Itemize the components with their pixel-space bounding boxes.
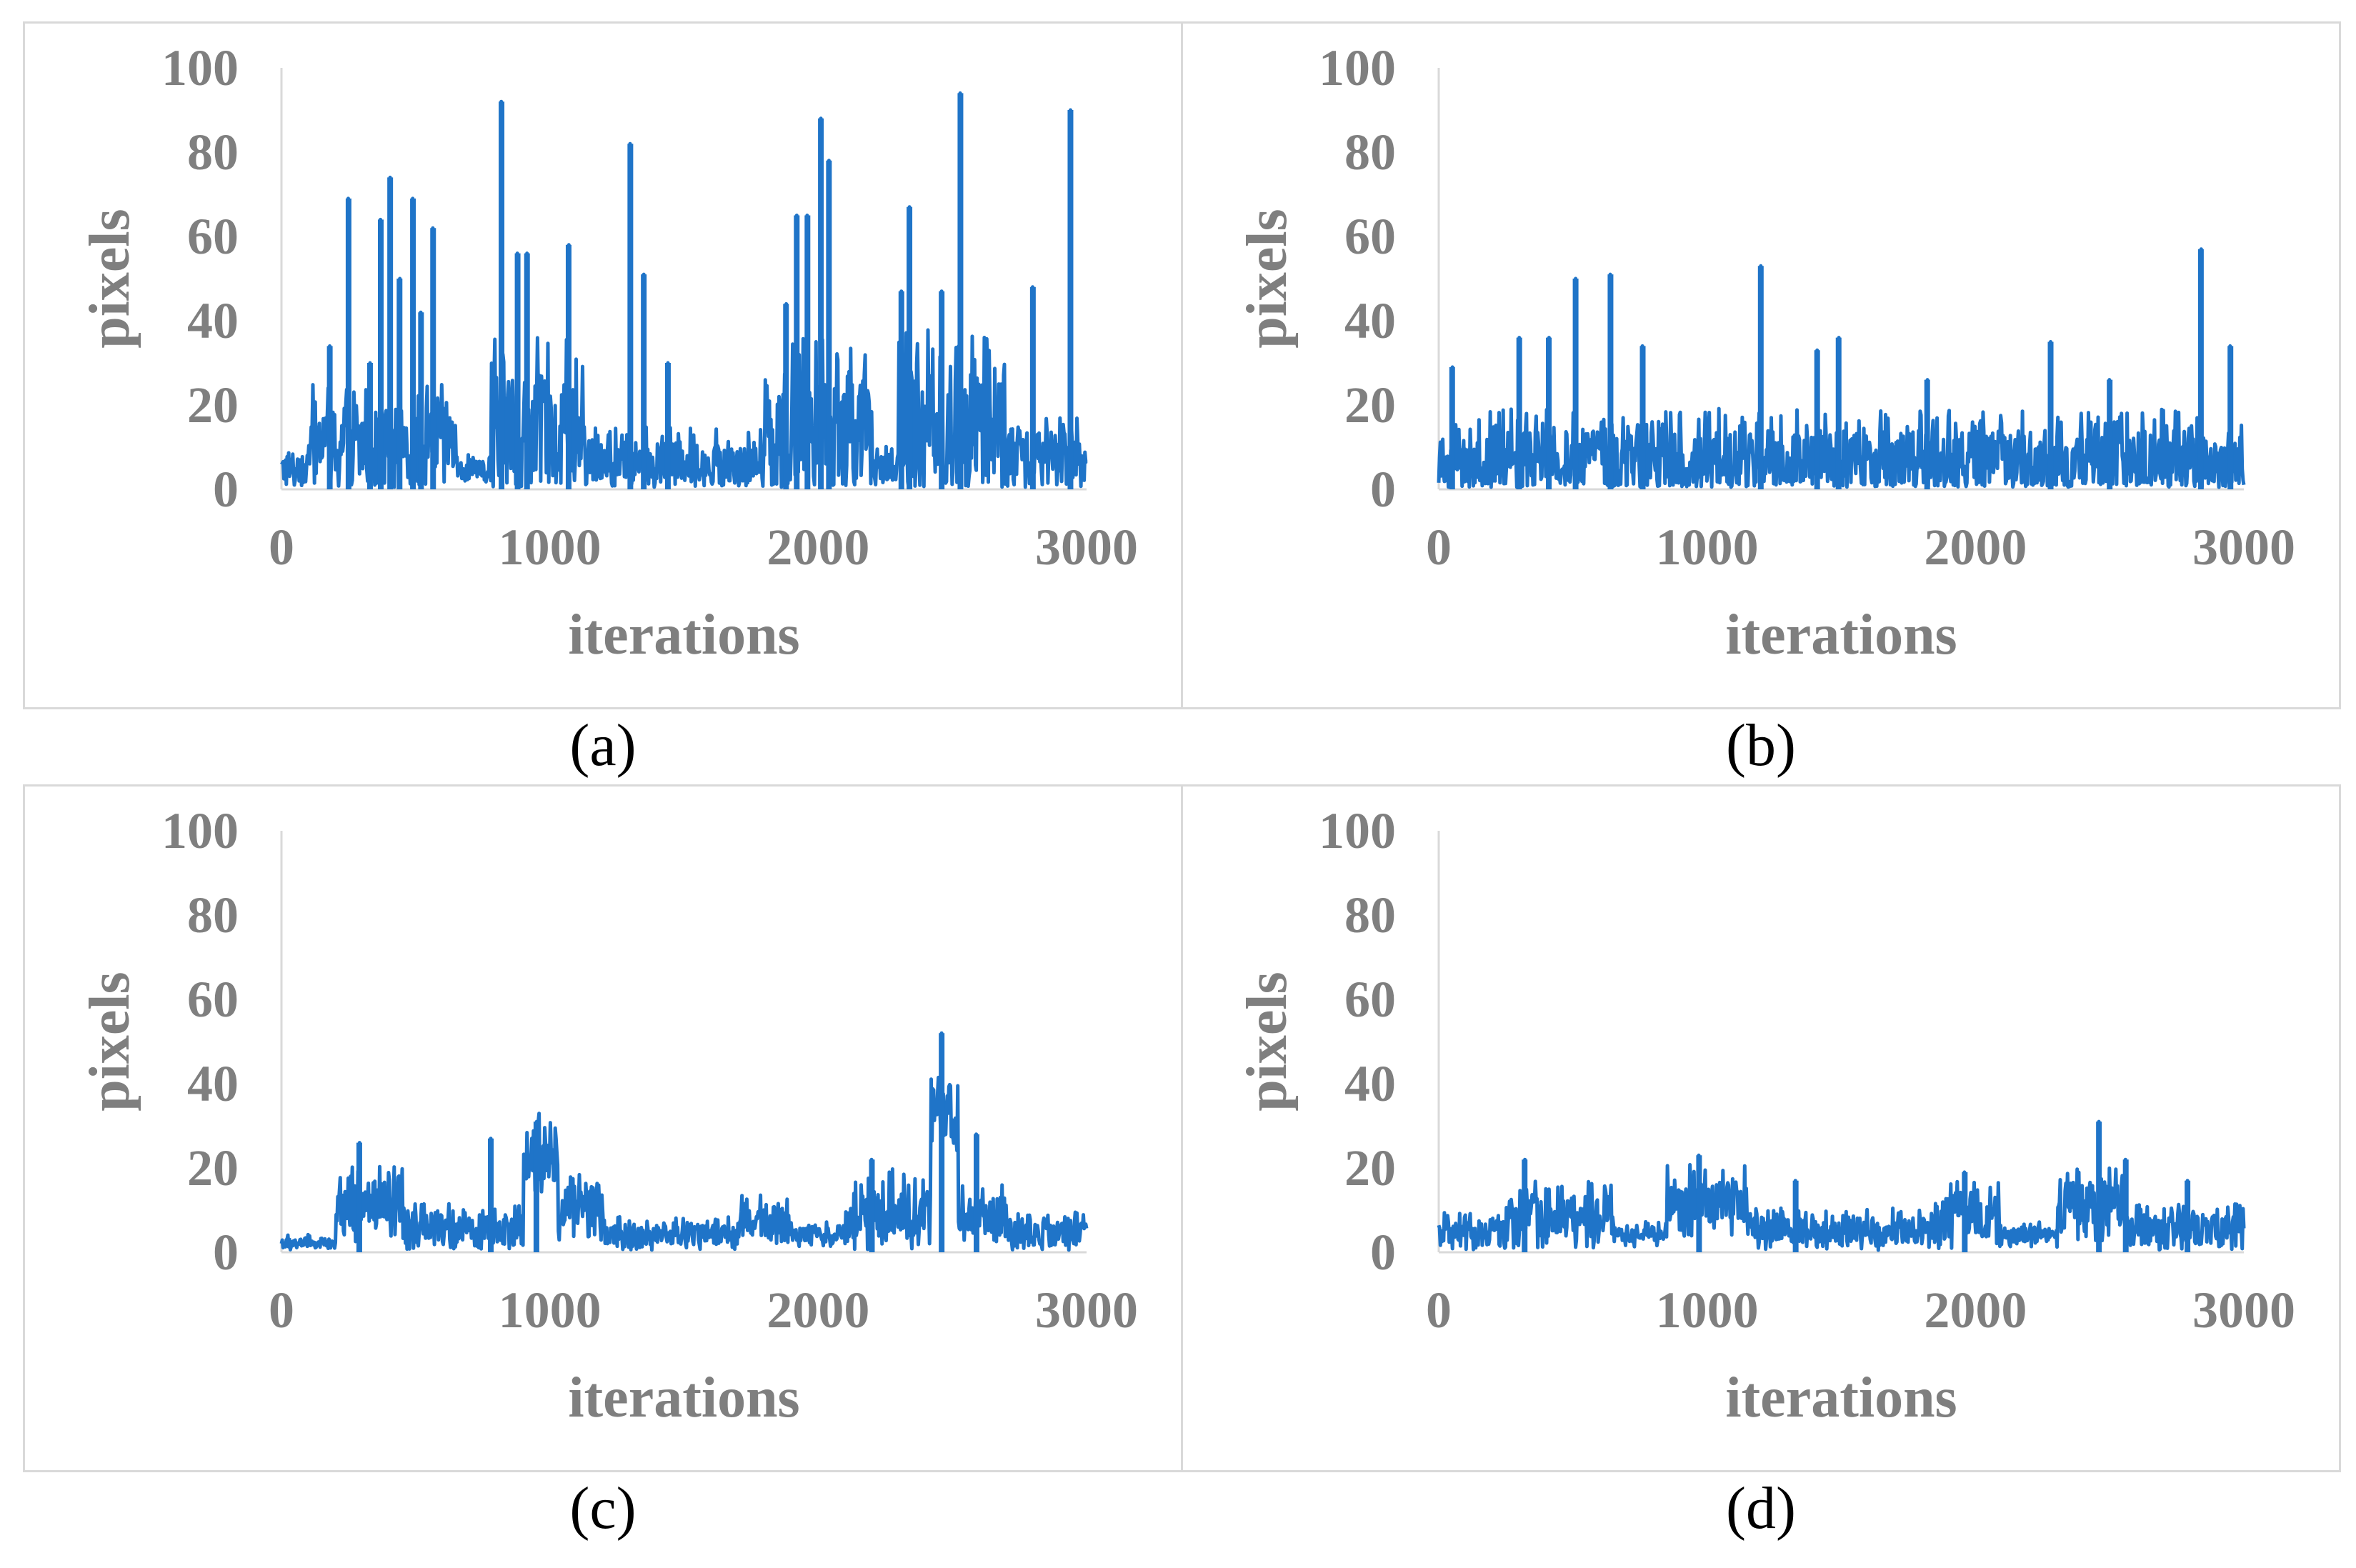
- x-tick-label: 2000: [767, 519, 869, 576]
- y-tick-label: 40: [187, 292, 239, 349]
- caption-a: (a): [569, 712, 637, 779]
- x-tick-label: 2000: [1924, 1282, 2027, 1339]
- y-tick-label: 20: [1344, 1139, 1396, 1197]
- y-tick-label: 60: [1344, 208, 1396, 265]
- y-tick-label: 80: [187, 124, 239, 181]
- series-line: [1437, 1119, 2246, 1252]
- y-axis-title: pixels: [79, 209, 141, 349]
- y-tick-label: 0: [213, 1224, 239, 1281]
- y-axis-title: pixels: [1236, 209, 1299, 349]
- x-tick-label: 0: [1426, 1282, 1452, 1339]
- x-axis-title: iterations: [1725, 604, 1957, 666]
- caption-d: (d): [1726, 1475, 1796, 1542]
- y-tick-label: 80: [187, 887, 239, 944]
- x-tick-label: 3000: [2192, 1282, 2295, 1339]
- y-tick-label: 80: [1344, 124, 1396, 181]
- x-tick-label: 1000: [499, 1282, 602, 1339]
- y-tick-label: 0: [1370, 1224, 1396, 1281]
- x-axis-title: iterations: [1725, 1367, 1957, 1429]
- x-tick-label: 3000: [1035, 1282, 1138, 1339]
- caption-b: (b): [1726, 712, 1796, 779]
- x-tick-label: 3000: [1035, 519, 1138, 576]
- panel-c-frame: [23, 784, 1183, 1472]
- caption-c: (c): [569, 1475, 637, 1542]
- y-tick-label: 100: [161, 39, 239, 96]
- x-tick-label: 2000: [1924, 519, 2027, 576]
- panel-d-frame: [1181, 784, 2341, 1472]
- y-tick-label: 20: [187, 376, 239, 434]
- series-line: [279, 1031, 1089, 1252]
- y-tick-label: 20: [187, 1139, 239, 1197]
- x-tick-label: 2000: [767, 1282, 869, 1339]
- x-axis-title: iterations: [568, 1367, 799, 1429]
- y-axis-title: pixels: [79, 972, 141, 1112]
- x-tick-label: 0: [1426, 519, 1452, 576]
- y-tick-label: 80: [1344, 887, 1396, 944]
- y-tick-label: 40: [187, 1055, 239, 1112]
- y-tick-label: 60: [187, 971, 239, 1028]
- y-tick-label: 0: [1370, 461, 1396, 518]
- y-tick-label: 100: [1319, 39, 1396, 96]
- x-tick-label: 1000: [1656, 1282, 1759, 1339]
- y-tick-label: 20: [1344, 376, 1396, 434]
- x-tick-label: 0: [269, 1282, 294, 1339]
- x-tick-label: 0: [269, 519, 294, 576]
- y-tick-label: 100: [161, 802, 239, 859]
- x-tick-label: 3000: [2192, 519, 2295, 576]
- y-tick-label: 40: [1344, 1055, 1396, 1112]
- x-tick-label: 1000: [499, 519, 602, 576]
- x-axis-title: iterations: [568, 604, 799, 666]
- y-tick-label: 100: [1319, 802, 1396, 859]
- y-tick-label: 60: [187, 208, 239, 265]
- y-axis-title: pixels: [1236, 972, 1299, 1112]
- y-tick-label: 0: [213, 461, 239, 518]
- y-tick-label: 60: [1344, 971, 1396, 1028]
- x-tick-label: 1000: [1656, 519, 1759, 576]
- y-tick-label: 40: [1344, 292, 1396, 349]
